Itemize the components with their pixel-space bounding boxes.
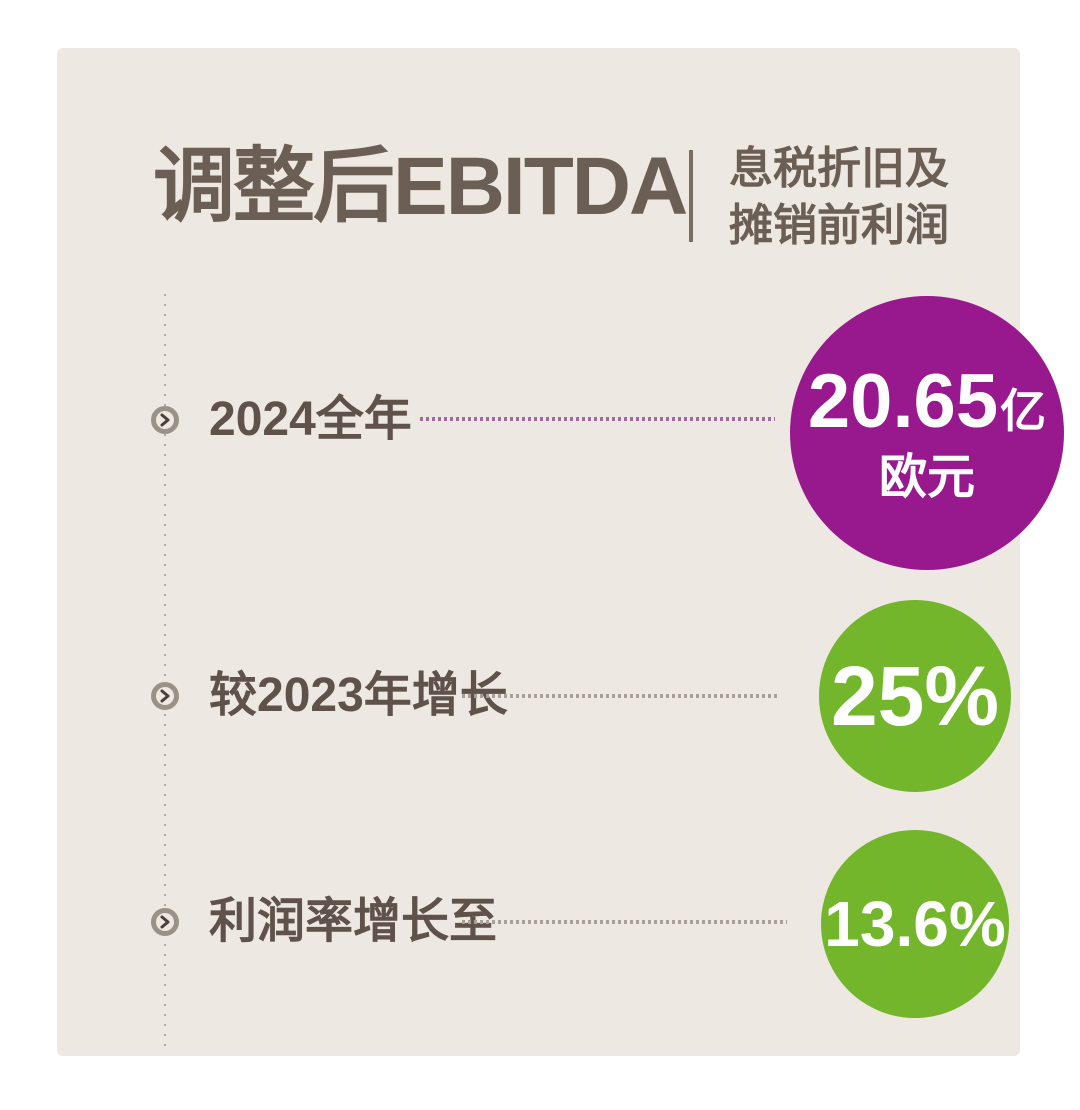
row1-dotted-connector	[420, 417, 775, 421]
subtitle-line-1: 息税折旧及	[729, 144, 949, 193]
row2-value-circle: 25%	[819, 600, 1011, 792]
subtitle: 息税折旧及 摊销前利润	[729, 140, 949, 254]
row1-value-unit: 亿	[1000, 385, 1047, 437]
row2-value: 25%	[830, 649, 1000, 743]
row3-label: 利润率增长至	[209, 895, 498, 948]
timeline-dotted-line	[164, 294, 166, 1050]
row1-value-line: 20.65 亿	[808, 364, 1046, 440]
row1-value: 20.65	[807, 359, 999, 444]
row2-label: 较2023年增长	[209, 669, 508, 722]
row3-marker	[151, 908, 179, 936]
row3-dotted-connector	[462, 920, 787, 924]
chevron-right-icon	[159, 689, 171, 703]
title-divider	[689, 150, 693, 242]
row1-label: 2024全年	[209, 393, 412, 446]
row3-value: 13.6%	[824, 888, 1006, 960]
subtitle-line-2: 摊销前利润	[729, 201, 949, 250]
chevron-right-icon	[159, 413, 171, 427]
row1-marker	[151, 406, 179, 434]
chevron-right-icon	[159, 915, 171, 929]
page-title: 调整后EBITDA	[153, 141, 688, 232]
row3-value-circle: 13.6%	[821, 830, 1009, 1018]
row2-dotted-connector	[462, 694, 777, 698]
row1-value-circle: 20.65 亿 欧元	[790, 296, 1064, 570]
row2-marker	[151, 682, 179, 710]
infographic-panel: 调整后EBITDA 息税折旧及 摊销前利润 2024全年 20.65 亿 欧元	[57, 48, 1064, 1056]
row1-value-currency: 欧元	[878, 451, 975, 504]
